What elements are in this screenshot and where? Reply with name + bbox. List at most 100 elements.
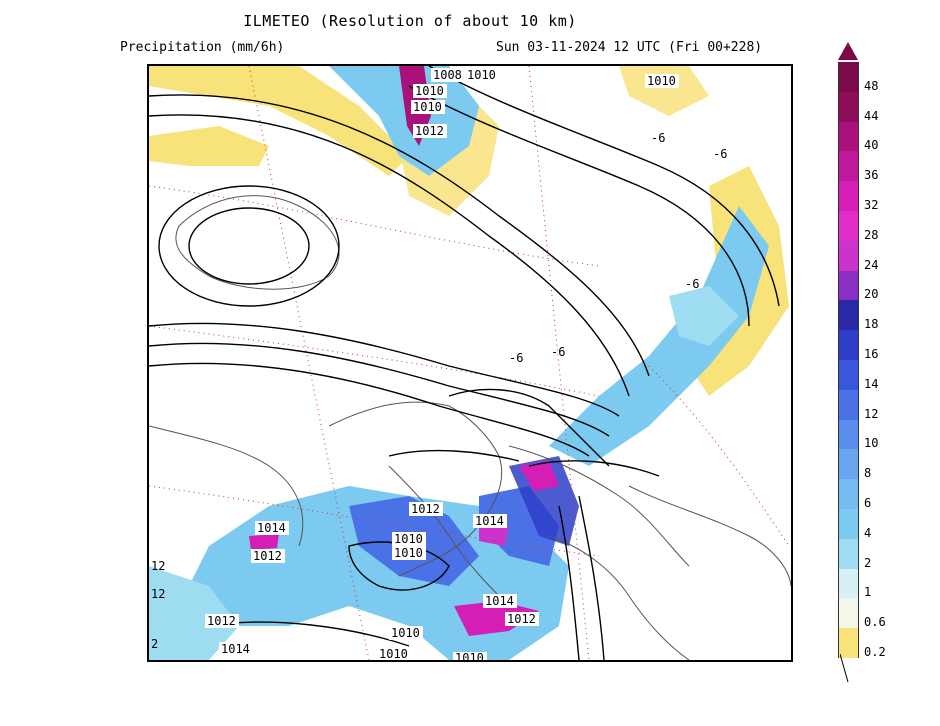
svg-text:1010: 1010 [415,84,444,98]
isobar-label: 1010 [645,74,679,88]
legend-color-cell [838,509,859,540]
svg-text:1010: 1010 [413,100,442,114]
precip-lightblue-sw [149,566,239,660]
svg-text:1014: 1014 [485,594,514,608]
isobar-label: 1010 [413,84,447,98]
svg-text:1014: 1014 [257,521,286,535]
svg-text:1014: 1014 [475,514,504,528]
precip-magenta-west [249,534,279,550]
svg-text:12: 12 [151,559,165,573]
legend-color-cell [838,181,859,212]
svg-text:-6: -6 [651,131,665,145]
variable-label: Precipitation (mm/6h) [120,40,285,55]
forecast-map: 1008 1010 1010 1010 1012 1010 -6 -6 -6 -… [147,64,793,662]
legend-value-label: 16 [864,347,879,361]
svg-text:1010: 1010 [391,626,420,640]
legend-value-label: 4 [864,525,872,540]
isobar-label: 1014 [255,521,289,535]
isobar-label: 2 [151,637,158,651]
precip-magenta-south [454,601,539,636]
legend-arrow-top [838,42,858,60]
legend-color-cell [838,211,859,242]
svg-text:12: 12 [151,587,165,601]
isobar-label: 1012 [205,614,239,628]
temperature-lines [149,66,790,660]
legend-value-label: 10 [864,436,879,451]
isobar-label: 1008 [431,68,465,82]
precip-yellow-w [149,126,269,166]
svg-text:1010: 1010 [394,546,423,560]
legend-value-label: 18 [864,317,879,332]
map-canvas: 1008 1010 1010 1010 1012 1010 -6 -6 -6 -… [149,66,791,660]
svg-text:1010: 1010 [455,651,484,660]
map-title: ILMETEO (Resolution of about 10 km) [243,12,577,30]
precip-yellow-nw [149,66,409,176]
legend-color-cell [838,538,859,570]
isobar-label: 12 [151,559,165,573]
svg-text:-6: -6 [551,345,565,359]
legend-value-label: 0.2 [864,645,886,659]
legend-color-cell [838,121,859,152]
legend-color-cell [838,628,859,659]
legend-color-cell [838,360,859,391]
legend-value-label: 14 [864,376,879,391]
legend-value-label: 32 [864,198,879,212]
svg-text:1014: 1014 [221,642,250,656]
legend-color-cell [838,240,859,272]
legend-arrow-bottom [840,654,849,683]
legend-value-label: 12 [864,406,879,421]
svg-text:1008: 1008 [433,68,462,82]
legend-color-cell [838,419,859,450]
svg-text:1012: 1012 [207,614,236,628]
legend-color-cell [838,270,859,301]
isobar-label: -6 [509,351,523,365]
precip-lightblue-east2 [669,286,739,346]
svg-text:-6: -6 [713,147,727,161]
legend-value-label: 8 [864,466,872,481]
legend-color-cell [838,300,859,331]
isobar-label: 1014 [219,642,253,656]
isobar-label: -6 [551,345,565,359]
legend-value-label: 36 [864,168,879,183]
legend-color-cell [838,598,859,629]
legend-color-cell [838,62,859,93]
isobar-label: 12 [151,587,165,601]
isobar-label: 1010 [389,626,423,640]
isobar-label: 1012 [505,612,539,626]
isobar-label: -6 [685,277,699,291]
legend-value-label: 24 [864,257,879,272]
svg-text:2: 2 [151,637,158,651]
legend-color-cell [838,449,859,480]
legend-color-cell [838,479,859,510]
isobar-label: 1012 [251,549,285,563]
svg-text:1012: 1012 [507,612,536,626]
isobar-label: 1010 [465,68,499,82]
legend-color-cell [838,151,859,182]
legend-value-label: 2 [864,555,872,570]
precip-magenta-italy [479,526,509,546]
isobar-label: 1010 [377,647,411,660]
svg-text:1010: 1010 [467,68,496,82]
legend-value-label: 40 [864,138,879,153]
isobar-label: -6 [651,131,665,145]
isobar-label: 1014 [473,514,507,528]
legend-color-cell [838,568,859,599]
valid-time-label: Sun 03-11-2024 12 UTC (Fri 00+228) [496,40,763,55]
precipitation-layer [149,66,789,660]
legend-value-label: 28 [864,227,879,242]
isobar-label: 1012 [413,124,447,138]
legend-value-label: 6 [864,496,872,510]
legend-value-label: 20 [864,287,879,302]
isobar-label: -6 [713,147,727,161]
precip-lightblue-east [549,206,769,466]
precip-magenta-adriatic [519,461,559,491]
legend-value-label: 0.6 [864,615,886,630]
svg-text:1012: 1012 [411,502,440,516]
isobar-label: 1010 [392,532,426,546]
isobar-label: 1014 [483,594,517,608]
legend-value-label: 1 [864,585,872,600]
isobar-label: 1010 [392,546,426,560]
legend-value-label: 48 [864,78,879,93]
legend-color-cell [838,91,859,123]
svg-text:1012: 1012 [415,124,444,138]
